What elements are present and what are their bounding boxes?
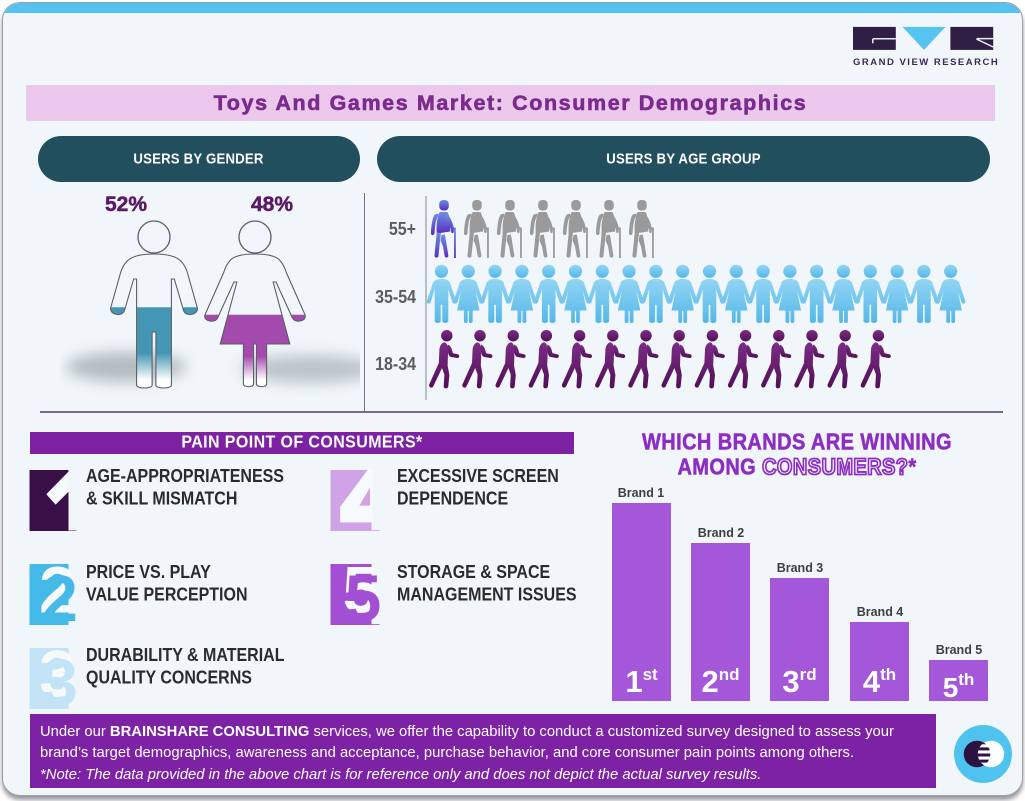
svg-text:3: 3 [41, 645, 78, 719]
svg-text:2: 2 [39, 558, 76, 627]
svg-text:3: 3 [39, 642, 76, 711]
svg-text:2: 2 [41, 561, 78, 635]
svg-text:5: 5 [343, 558, 380, 627]
svg-text:5: 5 [345, 561, 382, 635]
